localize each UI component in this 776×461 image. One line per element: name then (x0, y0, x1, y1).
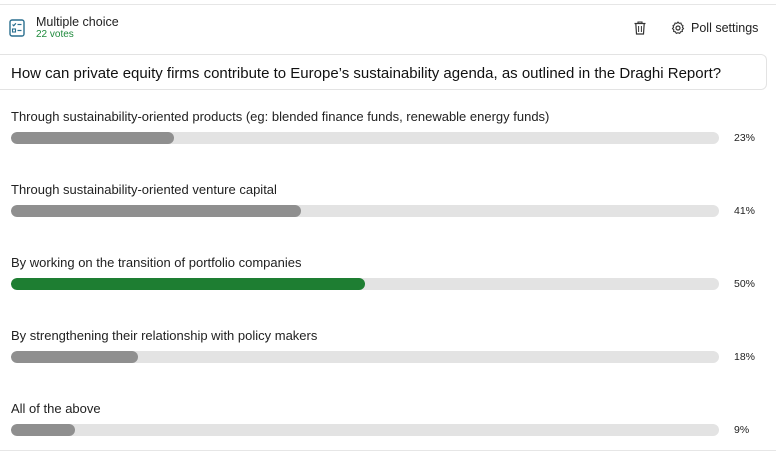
poll-settings-button[interactable]: Poll settings (671, 19, 758, 37)
poll-option: Through sustainability-oriented products… (0, 109, 776, 169)
trash-icon[interactable] (634, 21, 646, 35)
option-label: Through sustainability-oriented venture … (11, 182, 277, 197)
result-bar-fill (11, 205, 302, 217)
question-box: How can private equity firms contribute … (0, 54, 767, 90)
top-divider (0, 4, 776, 5)
option-percent: 41% (734, 205, 756, 217)
checklist-icon (9, 19, 25, 37)
result-bar-track (11, 132, 719, 144)
vote-count: 22 votes (36, 29, 74, 40)
poll-option: Through sustainability-oriented venture … (0, 182, 776, 242)
result-bar-fill (11, 278, 365, 290)
result-bar-track (11, 351, 719, 363)
option-percent: 18% (734, 351, 756, 363)
poll-settings-label: Poll settings (691, 21, 759, 35)
result-bar-fill (11, 132, 174, 144)
poll-type-label: Multiple choice (36, 15, 119, 29)
option-percent: 9% (734, 424, 750, 436)
option-label: Through sustainability-oriented products… (11, 109, 550, 124)
result-bar-fill (11, 424, 75, 436)
poll-option: By strengthening their relationship with… (0, 328, 776, 388)
option-label: By strengthening their relationship with… (11, 328, 318, 343)
option-label: By working on the transition of portfoli… (11, 255, 302, 270)
bottom-divider (0, 450, 776, 451)
option-percent: 23% (734, 132, 756, 144)
option-percent: 50% (734, 278, 756, 290)
result-bar-track (11, 278, 719, 290)
poll-option: By working on the transition of portfoli… (0, 255, 776, 315)
gear-icon (671, 21, 685, 34)
option-label: All of the above (11, 401, 101, 416)
result-bar-track (11, 205, 719, 217)
result-bar-fill (11, 351, 139, 363)
poll-header: Multiple choice 22 votes Poll settings (0, 5, 776, 51)
result-bar-track (11, 424, 719, 436)
poll-option: All of the above 9% (0, 401, 776, 461)
question-text: How can private equity firms contribute … (11, 65, 722, 82)
